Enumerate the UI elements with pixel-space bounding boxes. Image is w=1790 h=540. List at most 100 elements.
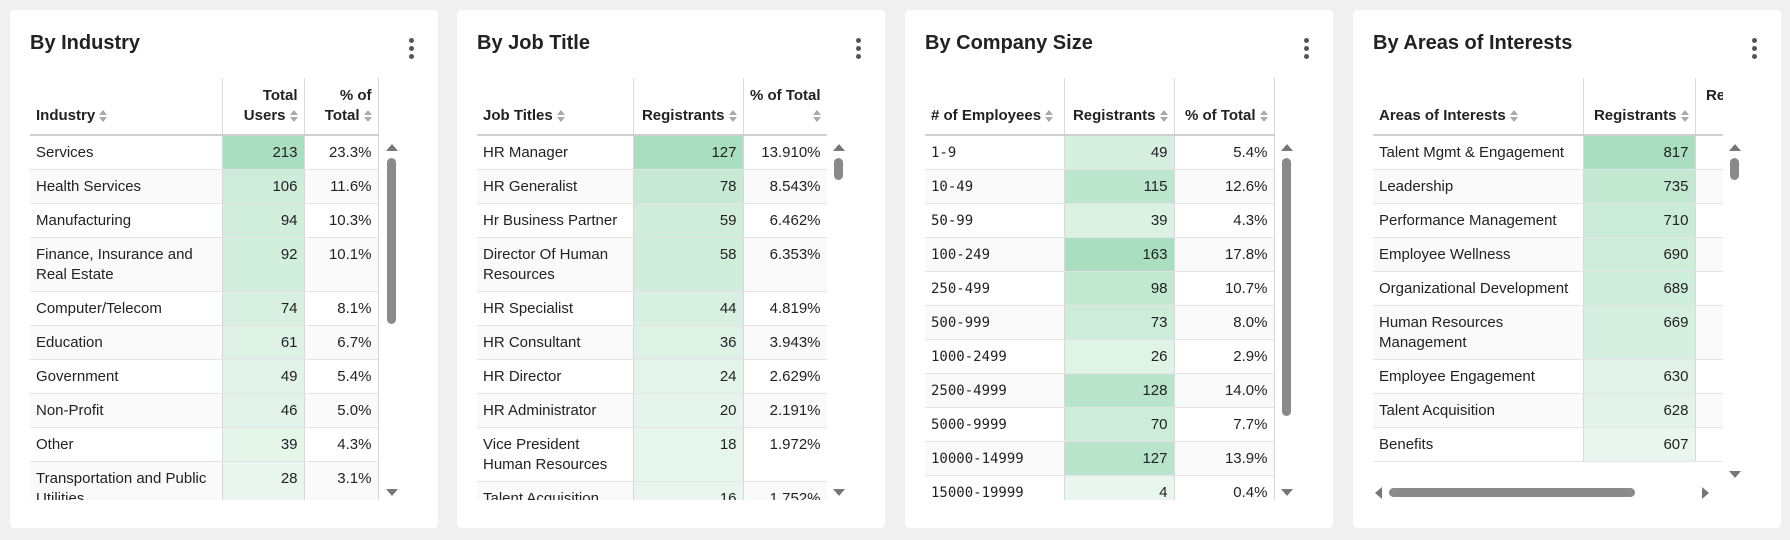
table-cell: 2.9% <box>1174 339 1275 374</box>
column-header[interactable]: Job Titles <box>477 78 634 136</box>
scroll-thumb[interactable] <box>1730 158 1739 180</box>
sort-icon[interactable] <box>289 110 298 123</box>
table-cell: 7.7% <box>1174 407 1275 442</box>
scroll-down-icon[interactable] <box>1281 489 1293 496</box>
vertical-scrollbar[interactable] <box>384 144 398 496</box>
column-header[interactable]: Total Users <box>222 78 305 136</box>
scroll-thumb[interactable] <box>834 158 843 180</box>
column-header-label: Registrants <box>1705 87 1723 104</box>
table-cell: 14.0% <box>1174 373 1275 408</box>
table-cell <box>1695 169 1723 204</box>
table-cell: 18 <box>633 427 744 482</box>
scroll-up-icon[interactable] <box>1729 144 1741 151</box>
table-cell: 74 <box>222 291 305 326</box>
table-cell: 628 <box>1583 393 1696 428</box>
column-header[interactable]: Registrants <box>633 78 744 136</box>
scroll-thumb[interactable] <box>1389 488 1635 497</box>
table-cell: Health Services <box>30 169 223 204</box>
table-cell: Talent Mgmt & Engagement <box>1373 135 1584 170</box>
scroll-thumb[interactable] <box>387 158 396 324</box>
card-title: By Company Size <box>925 32 1093 54</box>
column-header[interactable]: % of Total <box>743 78 827 136</box>
horizontal-scrollbar[interactable] <box>1375 485 1709 499</box>
table-cell: 6.462% <box>743 203 827 238</box>
column-header[interactable]: Registrants <box>1064 78 1175 136</box>
data-table[interactable]: Areas of Interests Registrants Registrants… <box>1373 78 1723 482</box>
table-cell <box>1695 203 1723 238</box>
scroll-down-icon[interactable] <box>1729 471 1741 478</box>
more-options-icon[interactable] <box>1751 38 1757 62</box>
column-header-label: % of Total <box>749 87 821 104</box>
scroll-up-icon[interactable] <box>386 144 398 151</box>
data-table[interactable]: # of Employees Registrants% of Total 1-9 49… <box>925 78 1275 500</box>
table-row: HR Specialist 44 4.819% <box>477 291 827 326</box>
table-cell: 70 <box>1064 407 1175 442</box>
table-cell: 4.3% <box>1174 203 1275 238</box>
sort-icon[interactable] <box>99 110 108 123</box>
table-cell: 106 <box>222 169 305 204</box>
column-header[interactable]: Areas of Interests <box>1373 78 1584 136</box>
table-cell: Talent Acquisition <box>477 481 634 500</box>
table-cell: Vice President Human Resources <box>477 427 634 482</box>
table-cell <box>1695 135 1723 170</box>
sort-icon[interactable] <box>1680 110 1689 123</box>
column-header[interactable]: Industry <box>30 78 223 136</box>
table-cell: 78 <box>633 169 744 204</box>
scroll-left-icon[interactable] <box>1375 487 1382 499</box>
table-row: Education 61 6.7% <box>30 325 379 360</box>
table-cell: 6.7% <box>304 325 379 360</box>
vertical-scrollbar[interactable] <box>1727 144 1741 478</box>
sort-icon[interactable] <box>812 110 821 123</box>
card-title: By Areas of Interests <box>1373 32 1573 54</box>
table-cell: 8.0% <box>1174 305 1275 340</box>
scroll-up-icon[interactable] <box>1281 144 1293 151</box>
table-cell: Performance Management <box>1373 203 1584 238</box>
table-cell: Government <box>30 359 223 394</box>
sort-icon[interactable] <box>556 110 565 123</box>
scroll-thumb[interactable] <box>1282 158 1291 416</box>
table-cell: 213 <box>222 135 305 170</box>
sort-icon[interactable] <box>363 110 372 123</box>
column-header[interactable]: Registrants <box>1695 78 1723 136</box>
scroll-right-icon[interactable] <box>1702 487 1709 499</box>
sort-icon[interactable] <box>1045 110 1054 123</box>
column-header[interactable]: Registrants <box>1583 78 1696 136</box>
column-header-label: # of Employees <box>931 107 1042 124</box>
column-header[interactable]: # of Employees <box>925 78 1065 136</box>
table-cell: 11.6% <box>304 169 379 204</box>
scroll-down-icon[interactable] <box>833 489 845 496</box>
table-cell: 4.3% <box>304 427 379 462</box>
vertical-scrollbar[interactable] <box>1279 144 1293 496</box>
sort-icon[interactable] <box>1259 110 1268 123</box>
table-cell: Manufacturing <box>30 203 223 238</box>
column-header[interactable]: % of Total <box>1174 78 1275 136</box>
sort-icon[interactable] <box>1159 110 1168 123</box>
column-header[interactable]: % of Total <box>304 78 379 136</box>
card-by-company-size: By Company Size # of Employees Registrant… <box>905 10 1333 528</box>
column-header-label: Registrants <box>1072 107 1156 124</box>
sort-icon[interactable] <box>1509 110 1518 123</box>
table-cell: 1-9 <box>925 135 1065 170</box>
scroll-down-icon[interactable] <box>386 489 398 496</box>
table-cell: 3.943% <box>743 325 827 360</box>
table-cell: HR Specialist <box>477 291 634 326</box>
table-cell: Benefits <box>1373 427 1584 462</box>
more-options-icon[interactable] <box>408 38 414 62</box>
table-row: Health Services 106 11.6% <box>30 169 379 204</box>
more-options-icon[interactable] <box>1303 38 1309 62</box>
more-options-icon[interactable] <box>855 38 861 62</box>
table-cell: 4.819% <box>743 291 827 326</box>
vertical-scrollbar[interactable] <box>831 144 845 496</box>
table-cell: 127 <box>633 135 744 170</box>
table-row: Organizational Development 689 <box>1373 271 1723 306</box>
sort-icon[interactable] <box>728 110 737 123</box>
scroll-up-icon[interactable] <box>833 144 845 151</box>
table-row: HR Generalist 78 8.543% <box>477 169 827 204</box>
table-cell: 1.752% <box>743 481 827 500</box>
data-table[interactable]: Industry Total Users % of Total Services 213… <box>30 78 380 500</box>
table-row: Manufacturing 94 10.3% <box>30 203 379 238</box>
table-cell: 5000-9999 <box>925 407 1065 442</box>
data-table[interactable]: Job Titles Registrants % of Total HR Manage… <box>477 78 827 500</box>
table-cell: 50-99 <box>925 203 1065 238</box>
table-cell: 28 <box>222 461 305 500</box>
